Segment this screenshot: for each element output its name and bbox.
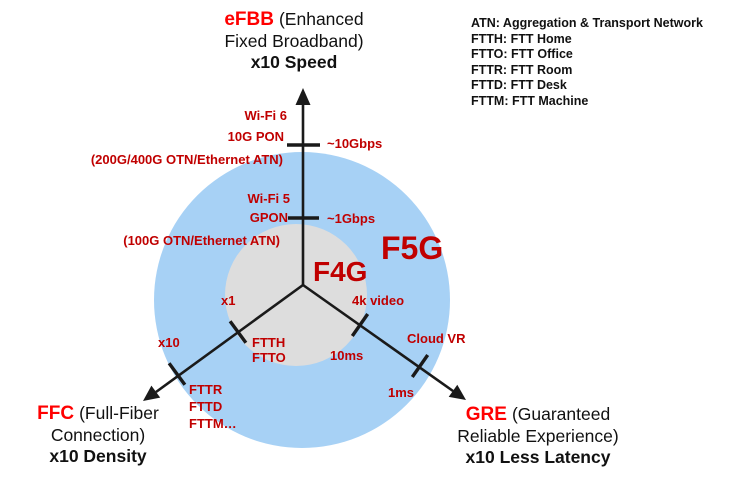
4k-video-label: 4k video	[352, 293, 405, 308]
200g-400g-atn-label: (200G/400G OTN/Ethernet ATN)	[90, 152, 283, 167]
100g-atn-label: (100G OTN/Ethernet ATN)	[123, 233, 280, 248]
gre-title-line2: Reliable Experience)	[457, 425, 619, 446]
f4g-core-label: F4G	[313, 256, 368, 287]
ftth-label: FTTH	[252, 335, 286, 350]
gre-title-line3: x10 Less Latency	[465, 447, 611, 467]
latency-axis	[302, 283, 466, 400]
efbb-title: eFBB (Enhanced Fixed Broadband) x10 Speed	[180, 9, 408, 74]
f4g-core-circle	[225, 224, 367, 366]
legend-line-atn: ATN: Aggregation & Transport Network	[471, 16, 703, 30]
density-axis-arrowhead	[143, 385, 161, 401]
legend-line-fttr: FTTR: FTT Room	[471, 62, 573, 77]
legend-line-ftto: FTTO: FTT Office	[471, 47, 573, 62]
ffc-abbr: FFC	[37, 403, 75, 424]
legend-line-ftth: FTTH: FTT Home	[471, 31, 572, 46]
efbb-line1-rest: (Enhanced	[278, 9, 364, 29]
legend-line-fttd: FTTD: FTT Desk	[471, 78, 567, 93]
density-tick-x10	[167, 362, 187, 386]
x1-label: x1	[221, 293, 236, 308]
fttr-label: FTTR	[189, 382, 223, 397]
fttd-label: FTTD	[189, 399, 223, 414]
ffc-title: FFC (Full-Fiber Connection) x10 Density	[0, 403, 196, 468]
gpon-label: GPON	[249, 210, 288, 225]
density-axis	[143, 283, 304, 401]
1ms-label: 1ms	[388, 385, 415, 400]
x10-label: x10	[158, 335, 180, 350]
wifi6-label: Wi-Fi 6	[244, 108, 288, 123]
fttr-fttd-fttm-label: FTTR FTTD FTTM…	[189, 381, 237, 432]
ffc-title-line2: Connection)	[50, 424, 146, 445]
cloud-vr-label: Cloud VR	[407, 331, 466, 346]
10ms-label: 10ms	[330, 348, 364, 363]
1gbps-rate-label: ~1Gbps	[327, 211, 376, 226]
gre-title: GRE (Guaranteed Reliable Experience) x10 …	[435, 404, 641, 469]
ftto-label: FTTO	[252, 350, 286, 365]
ftth-ftto-label: FTTH FTTO	[252, 335, 286, 365]
10gbps-rate-label: ~10Gbps	[327, 136, 383, 151]
latency-axis-arrowhead	[448, 384, 466, 400]
abbreviation-legend: ATN: Aggregation & Transport Network FTT…	[471, 16, 703, 110]
fttm-label: FTTM…	[189, 416, 237, 431]
latency-tick-10ms	[350, 313, 370, 337]
density-tick-x1	[228, 320, 248, 344]
efbb-title-line3: x10 Speed	[250, 52, 338, 72]
gre-abbr: GRE	[465, 404, 507, 425]
f5g-ring-label: F5G	[381, 230, 444, 266]
efbb-title-line1: eFBB (Enhanced	[180, 9, 408, 31]
10g-pon-label: 10G PON	[227, 129, 284, 144]
legend-line-fttm: FTTM: FTT Machine	[471, 93, 589, 108]
gre-line1-rest: (Guaranteed	[511, 404, 611, 424]
speed-axis	[287, 88, 320, 285]
gre-title-line1: GRE (Guaranteed	[435, 404, 641, 426]
ffc-line1-rest: (Full-Fiber	[79, 403, 159, 423]
latency-tick-1ms	[410, 354, 430, 378]
speed-axis-arrowhead	[295, 88, 311, 105]
wifi5-label: Wi-Fi 5	[247, 191, 291, 206]
efbb-abbr: eFBB	[224, 9, 274, 30]
ffc-title-line1: FFC (Full-Fiber	[0, 403, 196, 425]
efbb-title-line2: Fixed Broadband)	[224, 30, 364, 51]
ffc-title-line3: x10 Density	[49, 446, 147, 466]
